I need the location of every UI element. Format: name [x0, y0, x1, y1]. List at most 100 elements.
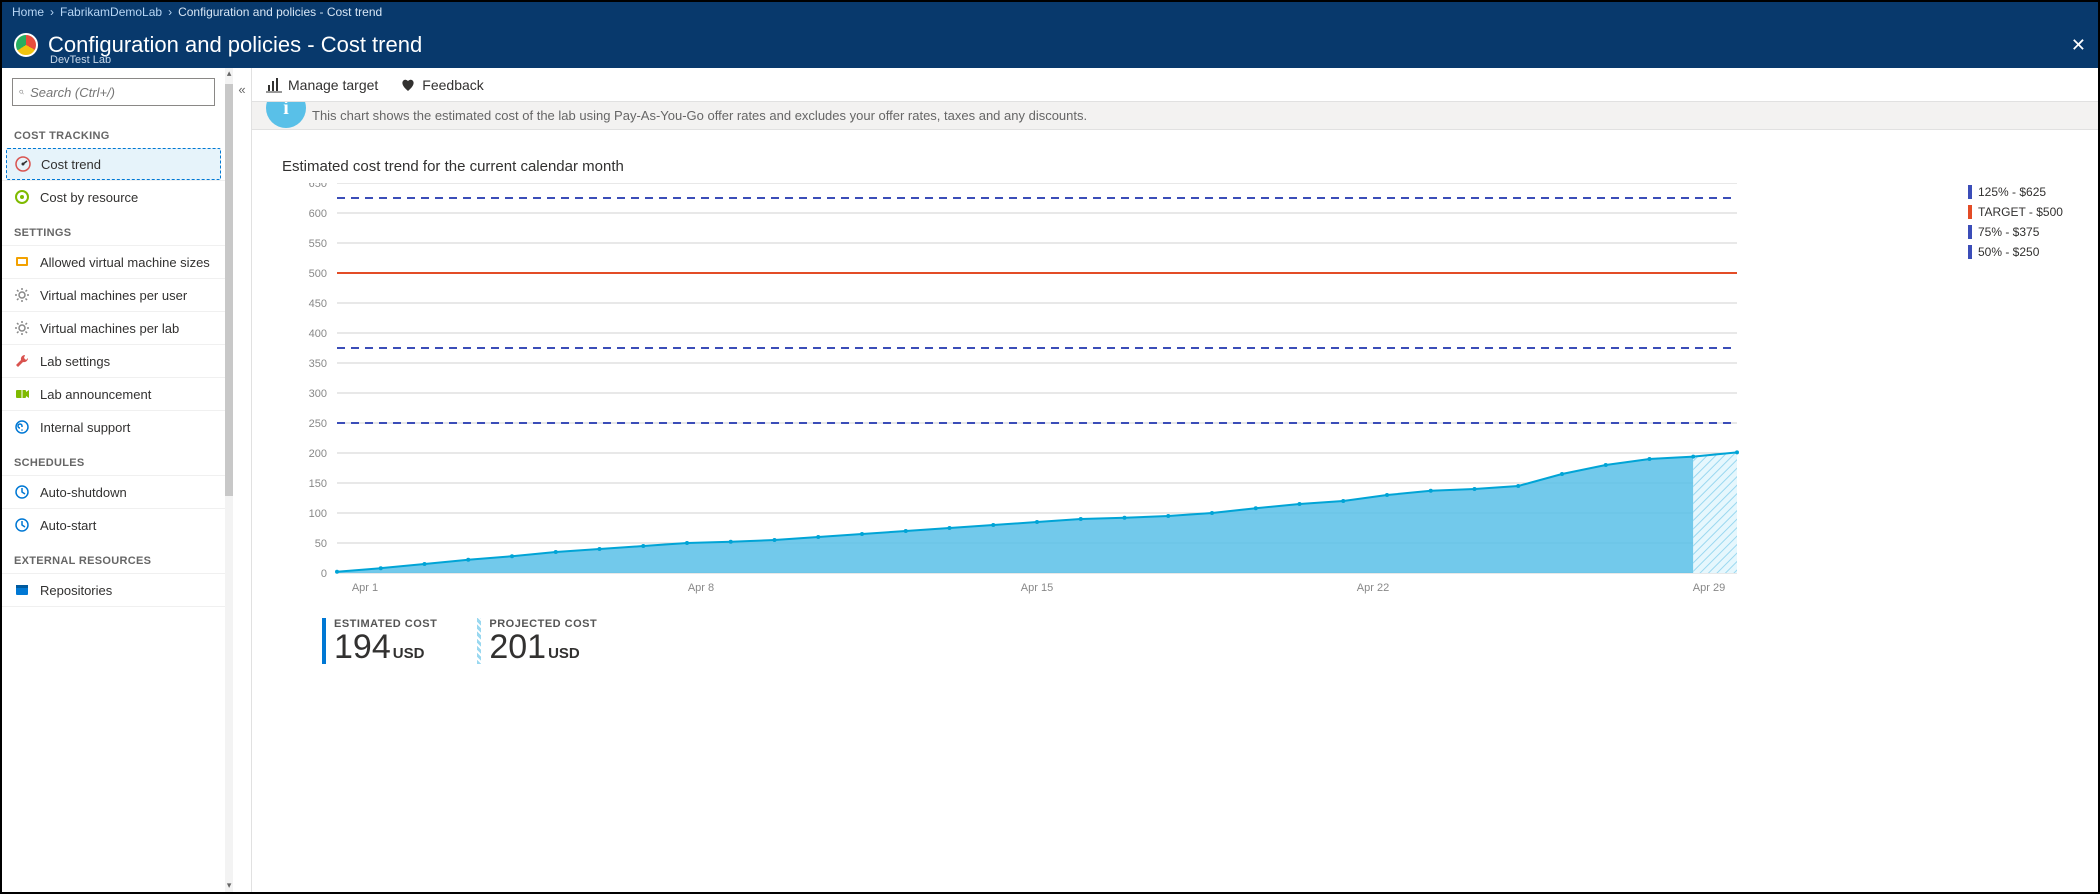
nav-label: Cost by resource [40, 190, 138, 205]
legend-item: 125% - $625 [1968, 185, 2068, 199]
sidebar-item-lab-settings[interactable]: Lab settings [2, 344, 225, 377]
sidebar-item-repositories[interactable]: Repositories [2, 573, 225, 607]
svg-text:Apr 15: Apr 15 [1021, 582, 1053, 594]
nav-label: Lab settings [40, 354, 110, 369]
page-subtitle: DevTest Lab [50, 54, 111, 66]
section-header: COST TRACKING [2, 116, 225, 148]
svg-text:100: 100 [309, 508, 327, 520]
collapse-sidebar-icon[interactable]: « [233, 68, 251, 892]
target-icon [14, 189, 30, 205]
manage-target-button[interactable]: Manage target [266, 77, 378, 93]
svg-text:300: 300 [309, 388, 327, 400]
breadcrumb-current: Configuration and policies - Cost trend [178, 5, 382, 19]
cost-summary: ESTIMATED COST 194USD PROJECTED COST 201… [282, 618, 2068, 664]
breadcrumb-home[interactable]: Home [12, 5, 44, 19]
scroll-down-icon[interactable]: ▾ [225, 880, 233, 892]
legend-label: 75% - $375 [1978, 225, 2039, 239]
toolbar: Manage target Feedback [252, 68, 2098, 102]
info-banner: i This chart shows the estimated cost of… [252, 102, 2098, 130]
legend-label: 125% - $625 [1978, 185, 2046, 199]
blade-header: Configuration and policies - Cost trend … [2, 22, 2098, 68]
svg-text:200: 200 [309, 448, 327, 460]
gear-icon [14, 320, 30, 336]
scroll-thumb[interactable] [225, 84, 233, 496]
legend-item: TARGET - $500 [1968, 205, 2068, 219]
cost-value: 194 [334, 628, 391, 666]
clock-icon [14, 517, 30, 533]
bar-chart-icon [266, 77, 282, 93]
repo-icon [14, 582, 30, 598]
chart-legend: 125% - $625 TARGET - $500 75% - $375 50% - … [1948, 183, 2068, 606]
announce-icon [14, 386, 30, 402]
svg-text:550: 550 [309, 238, 327, 250]
cost-currency: USD [548, 645, 580, 662]
info-text: This chart shows the estimated cost of t… [312, 108, 1087, 123]
nav-label: Lab announcement [40, 387, 151, 402]
svg-text:350: 350 [309, 358, 327, 370]
svg-text:600: 600 [309, 208, 327, 220]
nav-label: Auto-shutdown [40, 485, 127, 500]
legend-item: 50% - $250 [1968, 245, 2068, 259]
projected-cost: PROJECTED COST 201USD [477, 618, 597, 664]
sidebar: COST TRACKING Cost trend Cost by resource S… [2, 68, 252, 892]
gear-icon [14, 287, 30, 303]
gauge-icon [14, 33, 38, 57]
legend-label: TARGET - $500 [1978, 205, 2063, 219]
legend-item: 75% - $375 [1968, 225, 2068, 239]
chart-title: Estimated cost trend for the current cal… [282, 158, 2068, 175]
nav-label: Internal support [40, 420, 130, 435]
cost-currency: USD [393, 645, 425, 662]
nav-label: Virtual machines per lab [40, 321, 179, 336]
svg-text:400: 400 [309, 328, 327, 340]
nav-label: Repositories [40, 583, 112, 598]
main-content: Manage target Feedback i This chart show… [252, 68, 2098, 892]
estimated-cost: ESTIMATED COST 194USD [322, 618, 437, 664]
svg-text:250: 250 [309, 418, 327, 430]
svg-text:50: 50 [315, 538, 327, 550]
sidebar-item-virtual-machines-per-user[interactable]: Virtual machines per user [2, 278, 225, 311]
search-field[interactable] [30, 85, 208, 100]
gauge-icon [15, 156, 31, 172]
feedback-button[interactable]: Feedback [400, 77, 483, 93]
svg-text:Apr 8: Apr 8 [688, 582, 714, 594]
cost-trend-chart: 050100150200250300350400450500550600650A… [282, 183, 1948, 606]
support-icon [14, 419, 30, 435]
sidebar-item-cost-by-resource[interactable]: Cost by resource [2, 180, 225, 213]
heart-icon [400, 77, 416, 93]
section-header: EXTERNAL RESOURCES [2, 541, 225, 573]
sidebar-item-internal-support[interactable]: Internal support [2, 410, 225, 443]
sidebar-item-auto-start[interactable]: Auto-start [2, 508, 225, 541]
nav-label: Cost trend [41, 157, 101, 172]
sidebar-item-auto-shutdown[interactable]: Auto-shutdown [2, 475, 225, 508]
sidebar-item-cost-trend[interactable]: Cost trend [6, 148, 221, 180]
svg-text:650: 650 [309, 183, 327, 190]
sidebar-item-virtual-machines-per-lab[interactable]: Virtual machines per lab [2, 311, 225, 344]
section-header: SETTINGS [2, 213, 225, 245]
toolbar-label: Feedback [422, 77, 483, 93]
wrench-icon [14, 353, 30, 369]
sidebar-scrollbar[interactable]: ▴ ▾ [225, 68, 233, 892]
legend-label: 50% - $250 [1978, 245, 2039, 259]
chevron-right-icon: › [168, 5, 172, 19]
info-icon: i [266, 102, 306, 128]
cost-value: 201 [489, 628, 546, 666]
nav-label: Virtual machines per user [40, 288, 187, 303]
chevron-right-icon: › [50, 5, 54, 19]
svg-text:0: 0 [321, 568, 327, 580]
section-header: SCHEDULES [2, 443, 225, 475]
sidebar-item-lab-announcement[interactable]: Lab announcement [2, 377, 225, 410]
close-icon[interactable]: ✕ [2071, 35, 2086, 56]
svg-text:500: 500 [309, 268, 327, 280]
chart-svg: 050100150200250300350400450500550600650A… [282, 183, 1747, 603]
clock-icon [14, 484, 30, 500]
svg-text:Apr 22: Apr 22 [1357, 582, 1389, 594]
search-input[interactable] [12, 78, 215, 106]
nav-label: Allowed virtual machine sizes [40, 255, 210, 270]
svg-text:Apr 29: Apr 29 [1693, 582, 1725, 594]
scroll-up-icon[interactable]: ▴ [225, 68, 233, 80]
vm-size-icon [14, 254, 30, 270]
breadcrumb-lab[interactable]: FabrikamDemoLab [60, 5, 162, 19]
toolbar-label: Manage target [288, 77, 378, 93]
sidebar-item-allowed-virtual-machine-sizes[interactable]: Allowed virtual machine sizes [2, 245, 225, 278]
svg-text:450: 450 [309, 298, 327, 310]
